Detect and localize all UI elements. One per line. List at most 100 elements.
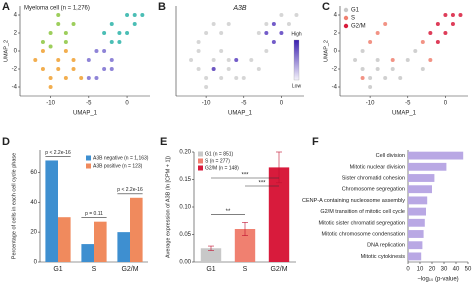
point (63, 31, 68, 35)
legend-swatch (198, 151, 203, 157)
x-tick-label: -5 (405, 101, 411, 107)
point (435, 40, 440, 44)
x-axis-label: UMAP_1 (392, 111, 417, 117)
point (420, 67, 425, 71)
legend-label: G1 (351, 8, 360, 14)
point (125, 31, 130, 35)
annotation: ** (226, 209, 231, 215)
point (40, 67, 45, 71)
panel-label: E (160, 136, 167, 148)
point (450, 13, 455, 17)
point (256, 31, 261, 35)
annotation: *** (258, 181, 266, 187)
x-tick-label: -10 (366, 101, 375, 107)
bar (408, 185, 432, 194)
point (102, 67, 107, 71)
point (86, 76, 91, 80)
y-tick-label: 4 (334, 13, 338, 19)
y-tick-label: -4 (332, 85, 338, 91)
legend-label: G2/M (n = 148) (205, 165, 239, 171)
bar (94, 221, 107, 262)
x-axis-label: UMAP_1 (228, 111, 253, 117)
point (196, 40, 201, 44)
point (413, 49, 418, 53)
point (353, 58, 358, 62)
point (204, 31, 209, 35)
y-axis-label: Average expression of A3B (ln [CPM + 1]) (165, 156, 171, 258)
point (109, 22, 114, 26)
panel-label: A (2, 1, 10, 13)
y-tick-label: 0.20 (179, 150, 191, 156)
bar (117, 232, 130, 262)
point (383, 76, 388, 80)
x-tick-label: S (243, 266, 248, 273)
point (196, 67, 201, 71)
point (79, 76, 84, 80)
point (360, 76, 365, 80)
legend-swatch (86, 155, 91, 161)
y-tick-label: 2 (14, 31, 18, 37)
x-tick-label: G1 (53, 266, 62, 273)
y-tick-label: 4 (14, 13, 18, 19)
point (420, 40, 425, 44)
x-tick-label: -10 (202, 101, 211, 107)
x-tick-label: 0 (444, 101, 448, 107)
point (256, 67, 261, 71)
point (375, 67, 380, 71)
y-tick-label: 40 (30, 200, 37, 206)
point (56, 58, 61, 62)
bar (234, 229, 256, 262)
point (109, 58, 114, 62)
point (33, 58, 38, 62)
y-tick-label: -2 (332, 67, 338, 73)
point (428, 58, 433, 62)
point (48, 44, 53, 49)
panel-label: B (158, 1, 166, 13)
point (86, 58, 91, 62)
point (398, 76, 403, 80)
bar (408, 218, 425, 227)
y-axis-label: UMAP_2 (3, 40, 9, 62)
legend-swatch (343, 23, 349, 29)
point (56, 67, 61, 71)
y-axis-label: Percentage of cells in each cell cycle p… (11, 153, 17, 259)
panel-label: D (2, 136, 10, 148)
x-tick-label: G2/M (270, 266, 287, 273)
point (375, 31, 380, 35)
point (226, 58, 231, 62)
legend-swatch (343, 7, 349, 13)
point (63, 40, 68, 44)
point (71, 67, 76, 71)
x-tick-label: -5 (86, 101, 92, 107)
point (109, 40, 114, 44)
point (368, 85, 373, 89)
point (383, 22, 388, 26)
point (117, 31, 122, 35)
annotation: p < 2.2e-16 (117, 187, 143, 193)
x-tick-label: 30 (441, 267, 448, 273)
y-tick-label: 0 (14, 49, 18, 55)
panel-label: F (312, 136, 319, 148)
point (211, 22, 216, 26)
point (204, 76, 209, 80)
bar (408, 196, 428, 205)
legend-label: S (351, 16, 355, 22)
y-tick-label: 0 (334, 49, 338, 55)
y-axis-label: UMAP_2 (323, 40, 329, 62)
y-tick-label: -4 (12, 85, 18, 91)
y-tick-label: Mitotic chromosome condensation (322, 231, 405, 237)
point (189, 58, 194, 62)
point (56, 13, 61, 17)
legend-label: A3B negative (n = 1,163) (93, 155, 149, 161)
bar (408, 162, 447, 171)
x-tick-label: 20 (429, 267, 436, 273)
point (204, 85, 209, 89)
point (94, 49, 99, 53)
point (48, 76, 53, 80)
legend-swatch (86, 163, 91, 169)
point (264, 31, 269, 35)
point (264, 22, 269, 26)
point (443, 13, 448, 17)
point (71, 22, 76, 26)
